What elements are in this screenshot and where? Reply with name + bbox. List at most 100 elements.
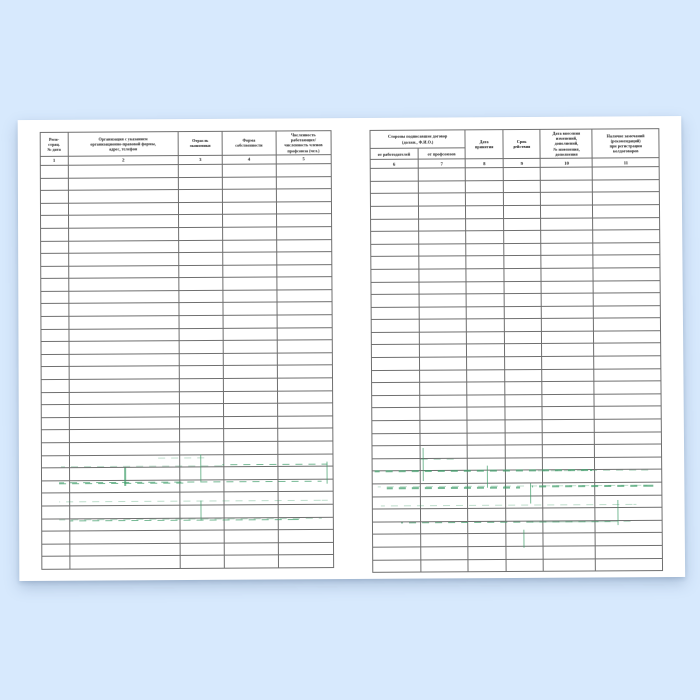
table-cell[interactable]	[592, 166, 660, 180]
table-cell[interactable]	[543, 558, 596, 572]
table-cell[interactable]	[595, 520, 663, 534]
table-cell[interactable]	[276, 327, 333, 341]
table-cell[interactable]	[372, 508, 421, 522]
table-cell[interactable]	[468, 546, 506, 560]
table-cell[interactable]	[543, 495, 596, 509]
table-cell[interactable]	[179, 353, 224, 367]
table-cell[interactable]	[178, 189, 223, 203]
table-cell[interactable]	[40, 328, 69, 342]
table-cell[interactable]	[223, 491, 278, 505]
table-cell[interactable]	[418, 268, 467, 282]
table-cell[interactable]	[371, 445, 420, 459]
table-cell[interactable]	[371, 407, 420, 421]
table-cell[interactable]	[419, 357, 467, 370]
table-cell[interactable]	[593, 267, 661, 281]
table-cell[interactable]	[540, 192, 593, 206]
table-cell[interactable]	[372, 470, 420, 484]
table-cell[interactable]	[419, 407, 468, 421]
table-cell[interactable]	[542, 432, 595, 445]
table-cell[interactable]	[505, 558, 544, 572]
table-cell[interactable]	[420, 508, 469, 522]
table-cell[interactable]	[371, 433, 420, 447]
table-cell[interactable]	[223, 479, 278, 493]
table-cell[interactable]	[224, 529, 279, 543]
table-cell[interactable]	[222, 302, 277, 316]
table-cell[interactable]	[594, 381, 662, 395]
table-cell[interactable]	[223, 416, 278, 430]
table-cell[interactable]	[466, 243, 504, 257]
table-cell[interactable]	[40, 303, 69, 317]
table-cell[interactable]	[541, 331, 595, 344]
table-cell[interactable]	[419, 344, 467, 358]
table-cell[interactable]	[372, 521, 421, 535]
table-cell[interactable]	[505, 470, 544, 484]
table-cell[interactable]	[178, 264, 223, 278]
table-cell[interactable]	[466, 369, 505, 383]
table-cell[interactable]	[179, 302, 223, 316]
table-cell[interactable]	[594, 343, 661, 357]
table-cell[interactable]	[179, 365, 224, 379]
table-cell[interactable]	[594, 355, 661, 369]
table-cell[interactable]	[504, 356, 543, 370]
table-cell[interactable]	[68, 290, 180, 304]
table-cell[interactable]	[503, 217, 542, 231]
table-cell[interactable]	[68, 265, 180, 279]
table-cell[interactable]	[277, 403, 333, 417]
table-cell[interactable]	[540, 179, 593, 193]
table-cell[interactable]	[223, 441, 278, 455]
table-cell[interactable]	[543, 482, 596, 496]
table-cell[interactable]	[543, 533, 596, 547]
table-cell[interactable]	[277, 453, 334, 467]
table-cell[interactable]	[420, 495, 468, 509]
table-cell[interactable]	[418, 193, 466, 207]
table-cell[interactable]	[41, 429, 70, 443]
table-cell[interactable]	[41, 556, 70, 570]
table-cell[interactable]	[541, 343, 595, 357]
table-cell[interactable]	[504, 318, 542, 332]
table-cell[interactable]	[370, 269, 419, 282]
table-cell[interactable]	[505, 444, 543, 458]
table-cell[interactable]	[595, 558, 663, 572]
table-cell[interactable]	[68, 416, 180, 430]
table-cell[interactable]	[541, 318, 594, 332]
table-cell[interactable]	[371, 420, 420, 434]
table-cell[interactable]	[179, 315, 223, 329]
table-cell[interactable]	[275, 176, 332, 190]
table-cell[interactable]	[418, 230, 467, 244]
table-cell[interactable]	[418, 256, 467, 270]
table-cell[interactable]	[222, 289, 277, 303]
table-cell[interactable]	[223, 352, 278, 366]
table-cell[interactable]	[594, 444, 662, 458]
table-cell[interactable]	[276, 352, 333, 366]
table-cell[interactable]	[68, 391, 180, 405]
table-cell[interactable]	[419, 483, 468, 497]
table-cell[interactable]	[222, 277, 277, 291]
table-cell[interactable]	[40, 190, 69, 204]
table-cell[interactable]	[222, 239, 277, 253]
table-cell[interactable]	[370, 168, 418, 182]
table-cell[interactable]	[223, 466, 278, 480]
table-cell[interactable]	[467, 457, 506, 471]
table-cell[interactable]	[68, 227, 179, 241]
table-cell[interactable]	[178, 164, 223, 178]
table-cell[interactable]	[540, 167, 593, 181]
table-cell[interactable]	[180, 492, 224, 506]
table-cell[interactable]	[276, 226, 332, 240]
table-cell[interactable]	[69, 543, 181, 557]
table-cell[interactable]	[543, 520, 596, 534]
table-cell[interactable]	[178, 227, 223, 241]
table-cell[interactable]	[41, 467, 70, 481]
table-cell[interactable]	[505, 520, 544, 534]
table-cell[interactable]	[418, 306, 467, 320]
table-cell[interactable]	[179, 391, 224, 405]
table-cell[interactable]	[504, 306, 542, 319]
table-cell[interactable]	[69, 492, 181, 506]
table-cell[interactable]	[41, 392, 69, 405]
table-cell[interactable]	[179, 466, 224, 480]
table-cell[interactable]	[420, 521, 469, 535]
table-cell[interactable]	[503, 192, 541, 206]
table-cell[interactable]	[541, 293, 594, 307]
table-cell[interactable]	[41, 531, 70, 544]
table-cell[interactable]	[541, 280, 594, 294]
table-cell[interactable]	[594, 456, 662, 470]
